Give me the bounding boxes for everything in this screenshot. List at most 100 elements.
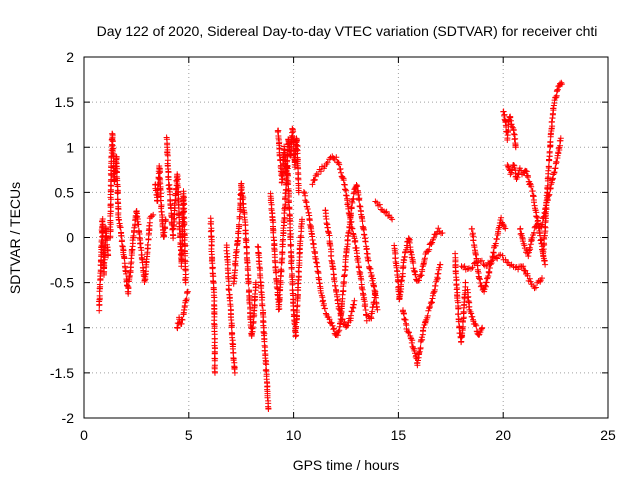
data-point [418, 334, 425, 341]
data-point [322, 213, 329, 220]
data-point [468, 225, 475, 232]
data-point [289, 281, 296, 288]
data-point [345, 210, 352, 216]
data-point [171, 200, 178, 207]
data-point [354, 183, 361, 190]
y-tick-label: 1 [66, 139, 74, 155]
data-point [315, 171, 322, 178]
data-point [526, 275, 533, 282]
data-point [401, 310, 407, 317]
data-point [432, 282, 439, 289]
data-point [348, 308, 355, 315]
x-tick-label: 0 [80, 427, 88, 443]
data-point [532, 284, 539, 291]
data-point [239, 189, 246, 196]
data-point [355, 191, 362, 198]
data-point [528, 183, 535, 190]
data-point [520, 240, 527, 247]
data-point [255, 244, 262, 251]
data-point [436, 228, 443, 235]
data-point [419, 263, 426, 270]
data-point [347, 216, 354, 222]
data-point [512, 144, 519, 151]
data-point [262, 360, 269, 367]
data-point [161, 224, 168, 231]
y-tick-label: 2 [66, 49, 74, 65]
data-point [527, 246, 534, 253]
data-point [429, 239, 436, 246]
data-point [265, 406, 272, 412]
data-point [309, 237, 316, 243]
data-point [406, 329, 412, 336]
y-tick-label: -1 [62, 320, 75, 336]
data-point [355, 259, 362, 266]
data-point [332, 282, 339, 289]
data-point [359, 218, 366, 225]
data-point [130, 234, 137, 241]
data-point [415, 357, 421, 364]
data-point [318, 168, 324, 175]
data-point [372, 288, 379, 295]
data-point [374, 306, 381, 313]
data-point [311, 176, 318, 183]
data-point [105, 252, 112, 259]
data-point [333, 287, 340, 294]
data-point [428, 299, 435, 305]
data-point [361, 231, 368, 238]
data-point [350, 195, 357, 202]
data-point [426, 246, 433, 253]
data-point [531, 229, 537, 236]
data-point [421, 255, 428, 262]
data-point [349, 225, 356, 232]
data-point [371, 283, 377, 290]
data-point [232, 258, 239, 265]
data-point [144, 241, 151, 248]
data-point [494, 255, 501, 262]
data-point [462, 279, 469, 286]
data-point [263, 361, 270, 368]
data-point [344, 322, 351, 329]
data-point [482, 282, 489, 289]
data-point [278, 266, 285, 273]
data-point [150, 211, 157, 218]
data-point [304, 206, 311, 212]
data-point [232, 267, 238, 274]
data-point [418, 272, 425, 279]
data-point [351, 297, 358, 304]
data-point [533, 213, 540, 220]
data-point [233, 248, 240, 255]
data-point [338, 169, 344, 176]
data-point [502, 225, 509, 232]
data-point [184, 288, 191, 295]
data-point [341, 279, 348, 286]
data-point [333, 154, 340, 161]
data-point [107, 188, 114, 195]
data-point [231, 369, 238, 376]
data-point [165, 176, 172, 183]
data-markers [96, 79, 565, 412]
data-point [347, 312, 354, 319]
data-point [264, 394, 271, 401]
data-point [469, 313, 476, 320]
data-point [320, 297, 327, 304]
data-point [510, 131, 517, 137]
data-point [240, 194, 247, 201]
data-point [369, 304, 376, 311]
data-point [339, 291, 346, 298]
data-point [125, 284, 132, 291]
data-point [141, 279, 148, 285]
data-point [473, 258, 480, 265]
data-point [96, 307, 103, 314]
y-tick-label: -2 [62, 410, 75, 426]
data-point [486, 268, 493, 275]
y-tick-label: -0.5 [50, 275, 74, 291]
data-point [212, 369, 218, 376]
data-point [383, 208, 390, 215]
data-point [529, 234, 536, 241]
data-point [299, 216, 305, 223]
data-point [376, 201, 383, 208]
data-point [167, 191, 173, 198]
data-point [143, 256, 150, 263]
data-point [180, 193, 187, 200]
data-point [321, 305, 328, 312]
